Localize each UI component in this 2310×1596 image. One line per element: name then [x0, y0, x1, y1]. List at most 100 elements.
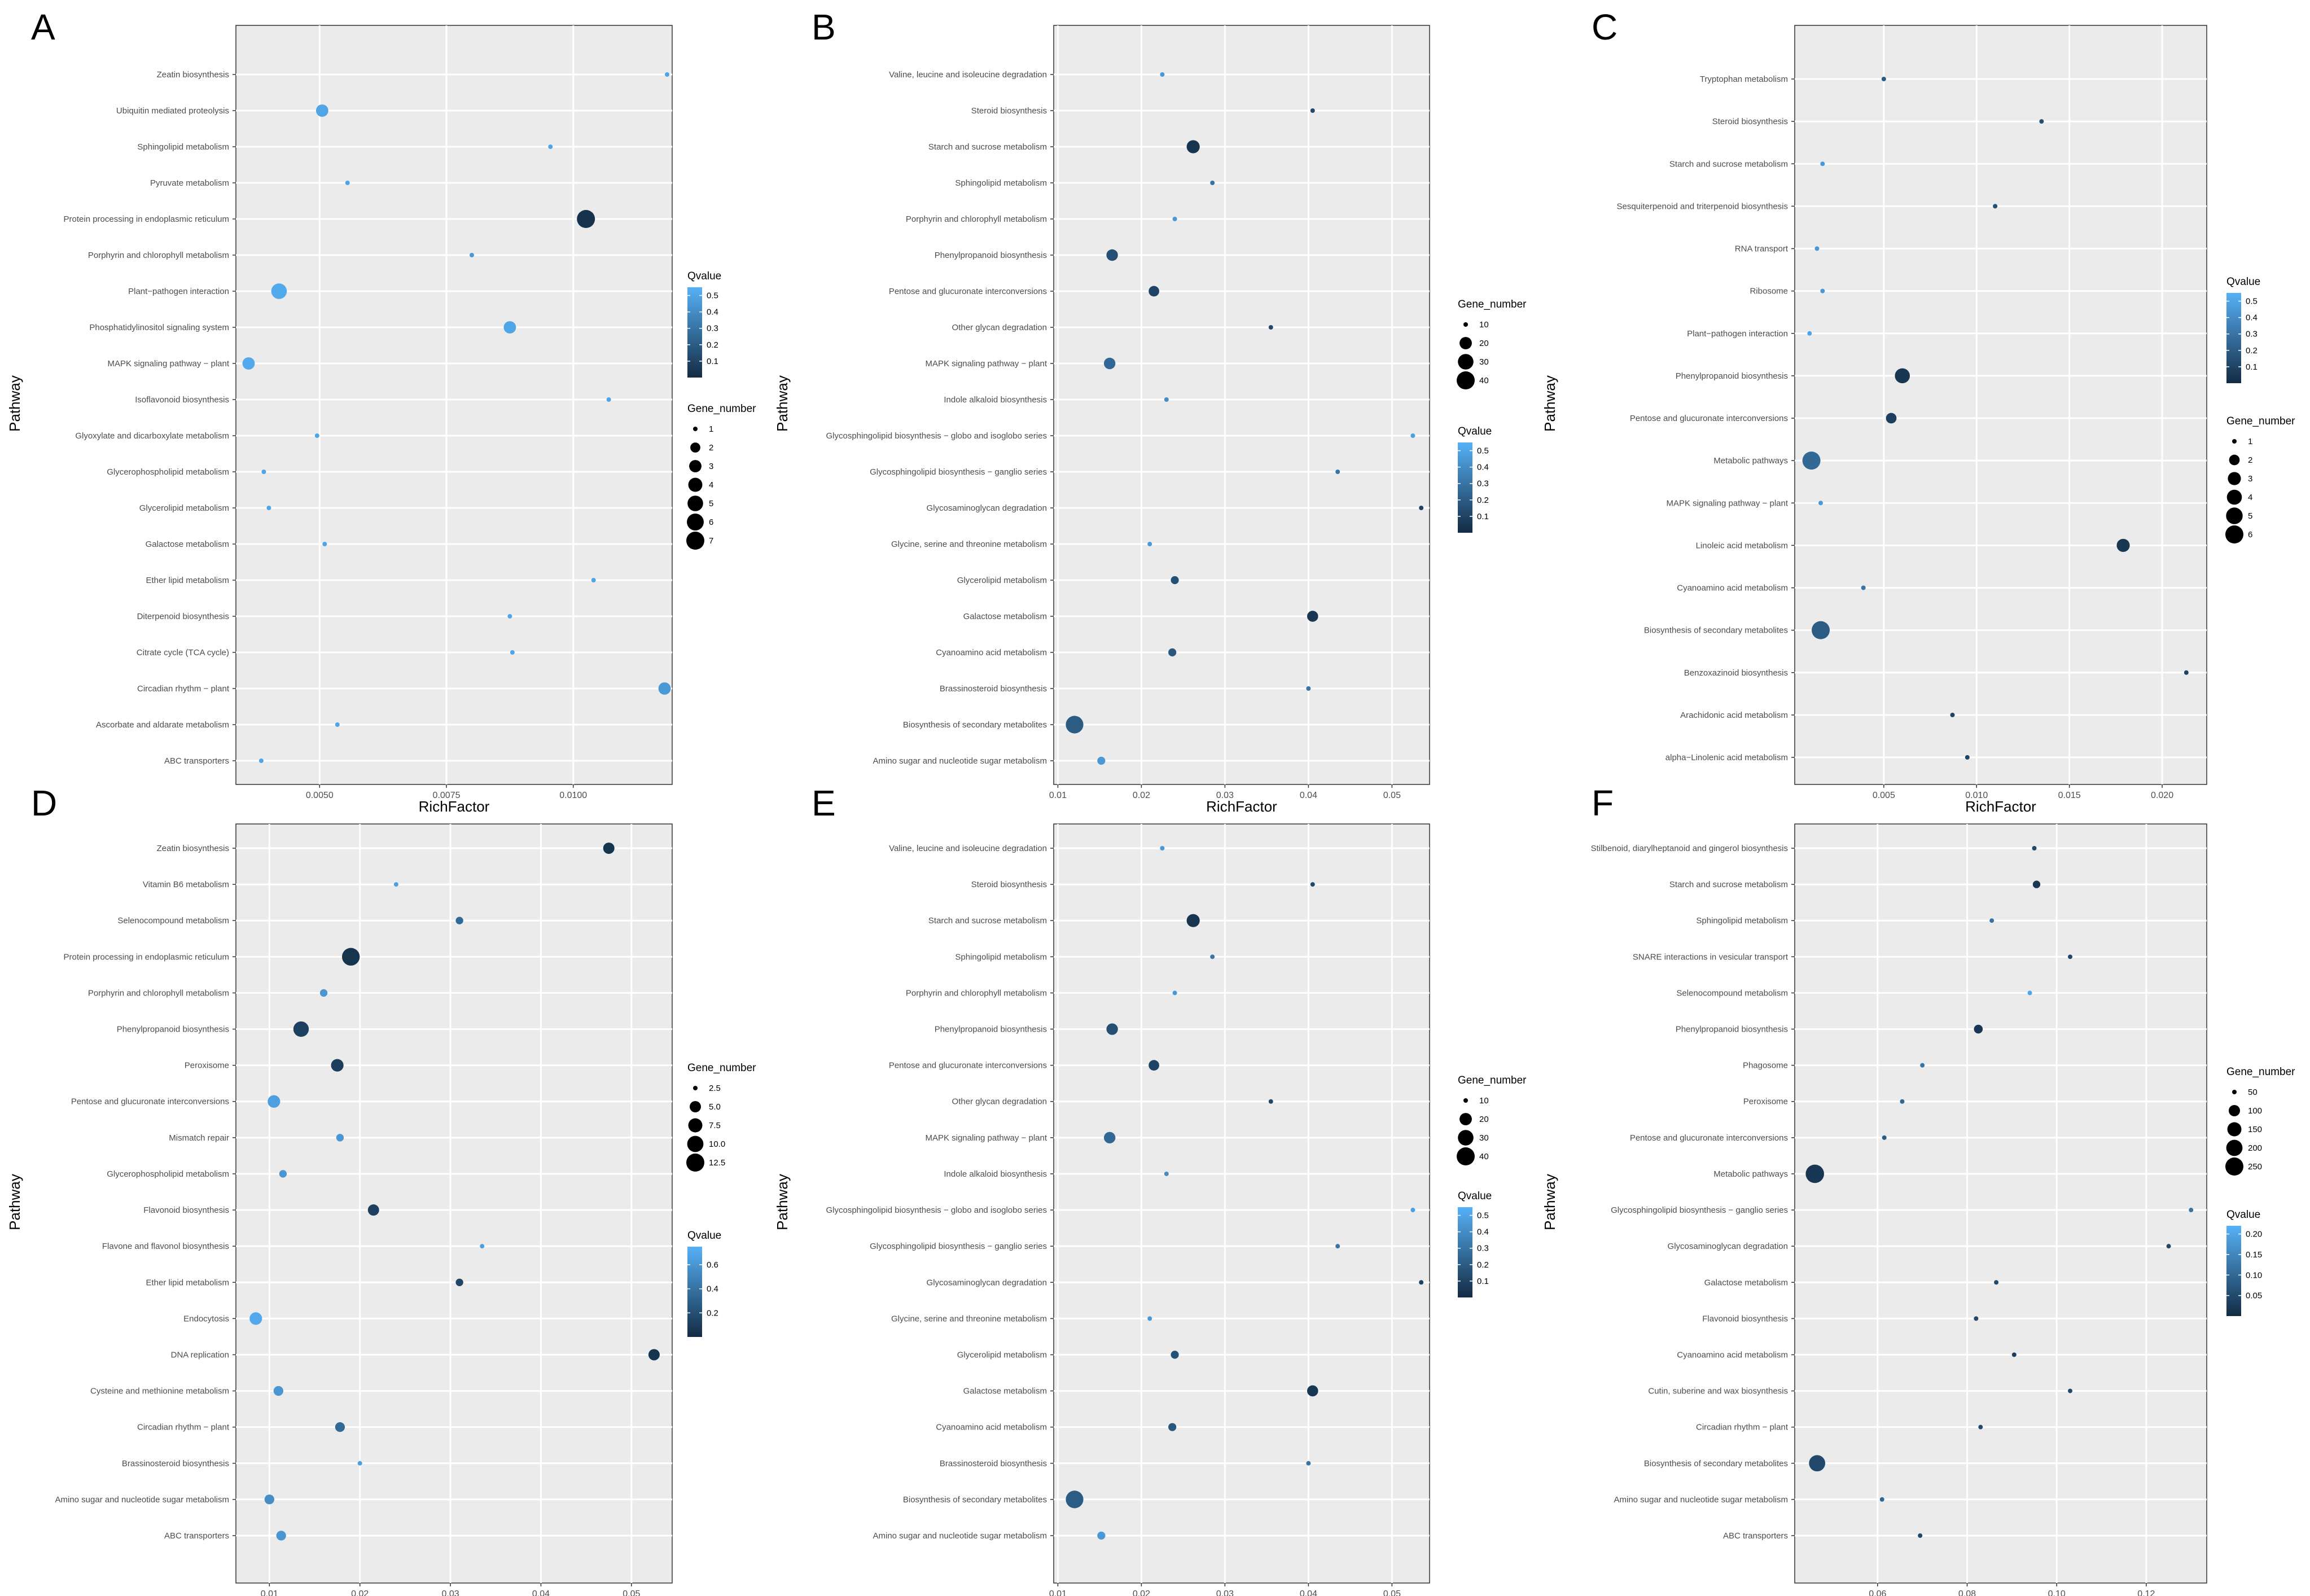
data-point [264, 1494, 274, 1505]
size-key [1463, 1098, 1468, 1103]
category-label: Brassinosteroid biosynthesis [940, 1459, 1047, 1468]
data-point [455, 917, 463, 924]
category-label: Peroxisome [1743, 1097, 1788, 1107]
category-label: Protein processing in endoplasmic reticu… [64, 952, 229, 962]
category-label: Porphyrin and chlorophyll metabolism [906, 214, 1047, 224]
x-axis-title: RichFactor [1965, 798, 2036, 815]
x-tick-label: 0.08 [1958, 1589, 1976, 1596]
colorbar-label: 0.4 [1477, 463, 1489, 472]
x-tick-label: 0.12 [2137, 1589, 2155, 1596]
colorbar [687, 1247, 702, 1337]
size-key [688, 1118, 703, 1133]
category-label: Pentose and glucuronate interconversions [1630, 414, 1788, 423]
size-key [1459, 337, 1472, 349]
panel-letter: B [812, 7, 836, 47]
panel-f: F Stilbenoid, diarylheptanoid and gingero… [1541, 783, 2295, 1596]
category-label: Metabolic pathways [1713, 456, 1788, 466]
colorbar [1458, 1207, 1472, 1297]
data-point [1160, 72, 1165, 77]
category-label: Glycine, serine and threonine metabolism [891, 1314, 1047, 1323]
category-label: Circadian rhythm − plant [137, 1423, 230, 1432]
category-label: Ascorbate and aldarate metabolism [96, 720, 229, 730]
data-point [1307, 1385, 1318, 1397]
data-point [1186, 914, 1200, 927]
category-label: Galactose metabolism [963, 1387, 1047, 1396]
plot-area [1053, 823, 1430, 1584]
data-point [1882, 1135, 1887, 1140]
category-label: Cyanoamino acid metabolism [936, 648, 1047, 657]
legend-title: Qvalue [2226, 1209, 2260, 1221]
colorbar-label: 0.3 [1477, 479, 1489, 489]
x-axis-title: RichFactor [419, 798, 490, 815]
legend-title: Qvalue [1458, 1190, 1492, 1202]
legend-title: Qvalue [1458, 426, 1492, 437]
data-point [480, 1244, 485, 1249]
category-label: ABC transporters [1723, 1531, 1788, 1541]
category-label: Galactose metabolism [963, 612, 1047, 621]
category-label: Pyruvate metabolism [150, 178, 229, 188]
size-key-label: 2 [709, 443, 713, 453]
category-label: Cyanoamino acid metabolism [1677, 1350, 1788, 1360]
category-label: Valine, leucine and isoleucine degradati… [889, 70, 1047, 80]
colorbar [2226, 1226, 2241, 1316]
colorbar-label: 0.4 [707, 1284, 718, 1294]
size-key-label: 100 [2248, 1106, 2262, 1116]
category-label: Starch and sucrose metabolism [1669, 880, 1788, 889]
size-key-label: 4 [709, 480, 713, 490]
data-point [658, 682, 671, 695]
x-tick-label: 0.03 [1216, 791, 1234, 800]
category-label: Benzoxazinoid biosynthesis [1684, 668, 1788, 678]
size-key-label: 1 [709, 424, 713, 434]
size-key [1457, 1147, 1475, 1165]
data-point [266, 506, 271, 510]
category-label: Porphyrin and chlorophyll metabolism [906, 988, 1047, 998]
size-key [687, 496, 703, 511]
category-label: Brassinosteroid biosynthesis [122, 1459, 229, 1468]
data-point [503, 321, 516, 334]
colorbar-label: 0.1 [707, 357, 718, 366]
colorbar-label: 0.5 [2246, 297, 2258, 306]
data-point [510, 650, 515, 655]
data-point [603, 843, 615, 854]
x-tick-label: 0.04 [1300, 791, 1317, 800]
data-point [1306, 1461, 1311, 1466]
category-label: Starch and sucrose metabolism [928, 142, 1047, 152]
size-key-label: 3 [2248, 474, 2252, 484]
data-point [1410, 1208, 1415, 1213]
data-point [393, 882, 398, 887]
category-label: Peroxisome [185, 1061, 229, 1071]
category-label: Amino sugar and nucleotide sugar metabol… [55, 1495, 229, 1505]
category-label: Ribosome [1750, 287, 1788, 296]
x-tick-label: 0.0050 [306, 791, 334, 800]
y-axis-title: Pathway [1541, 1174, 1558, 1230]
qvalue-legend: Qvalue 0.1 0.2 0.3 0.4 0.5 [1458, 426, 1492, 533]
size-key [690, 442, 700, 453]
category-label: Sphingolipid metabolism [955, 178, 1047, 188]
category-label: Other glycan degradation [952, 1097, 1047, 1107]
data-point [1994, 1280, 1999, 1285]
data-point [1419, 1280, 1424, 1285]
data-point [1335, 1244, 1340, 1249]
data-point [1097, 756, 1106, 765]
colorbar-label: 0.4 [1477, 1227, 1489, 1237]
category-label: Phenylpropanoid biosynthesis [1676, 1025, 1788, 1034]
category-label: Galactose metabolism [1704, 1278, 1788, 1287]
category-label: MAPK signaling pathway − plant [925, 1133, 1047, 1143]
category-label: Sesquiterpenoid and triterpenoid biosynt… [1616, 201, 1788, 211]
data-point [319, 989, 328, 997]
x-tick-label: 0.01 [261, 1589, 278, 1596]
data-point [1168, 648, 1177, 657]
category-label: Biosynthesis of secondary metabolites [903, 1495, 1047, 1505]
legend-title: Gene_number [2226, 1066, 2295, 1078]
colorbar-label: 0.10 [2246, 1270, 2262, 1280]
data-point [1147, 542, 1152, 546]
category-label: Phenylpropanoid biosynthesis [935, 1025, 1047, 1034]
category-label: Other glycan degradation [952, 323, 1047, 332]
data-point [341, 948, 360, 966]
panel-letter: A [31, 7, 55, 47]
data-point [1802, 451, 1821, 470]
category-label: Cutin, suberine and wax biosynthesis [1648, 1387, 1788, 1396]
size-key [686, 1154, 704, 1172]
category-label: Phagosome [1743, 1061, 1788, 1071]
x-tick-label: 0.04 [532, 1589, 550, 1596]
